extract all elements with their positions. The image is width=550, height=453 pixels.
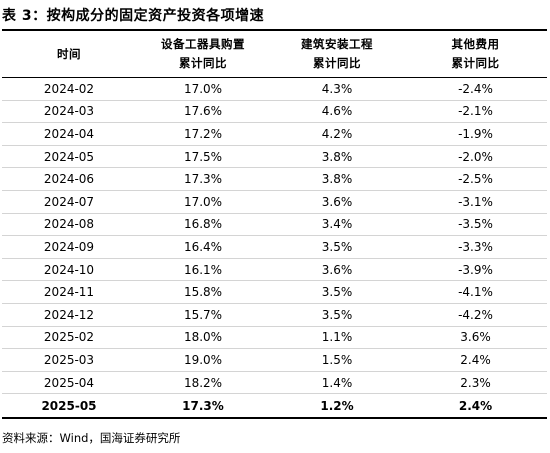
table-row-latest: 2025-05 17.3% 1.2% 2.4% xyxy=(2,394,547,417)
cell-equipment: 17.0% xyxy=(183,81,223,96)
cell-other: -3.9% xyxy=(458,262,493,277)
cell-time: 2024-06 xyxy=(43,172,95,187)
cell-construction: 3.6% xyxy=(321,194,353,209)
cell-construction: 3.6% xyxy=(321,262,353,277)
cell-time: 2025-02 xyxy=(43,330,95,345)
cell-other: 3.6% xyxy=(460,330,491,345)
cell-time: 2025-04 xyxy=(43,375,95,390)
header-time: 时间 xyxy=(57,46,81,61)
table-row: 2025-04 18.2% 1.4% 2.3% xyxy=(2,372,547,395)
cell-equipment: 16.8% xyxy=(183,217,223,232)
cell-equipment: 15.7% xyxy=(183,307,223,322)
table-row: 2024-07 17.0% 3.6% -3.1% xyxy=(2,191,547,214)
cell-construction: 3.4% xyxy=(321,217,353,232)
cell-equipment: 17.2% xyxy=(183,126,223,141)
table-row: 2024-08 16.8% 3.4% -3.5% xyxy=(2,214,547,237)
cell-construction: 4.2% xyxy=(321,126,353,141)
cell-equipment: 18.2% xyxy=(183,375,223,390)
table-row: 2024-06 17.3% 3.8% -2.5% xyxy=(2,168,547,191)
cell-other: -2.4% xyxy=(458,81,493,96)
cell-time: 2024-05 xyxy=(43,149,95,164)
table-row: 2024-12 15.7% 3.5% -4.2% xyxy=(2,304,547,327)
cell-other: -3.5% xyxy=(458,217,493,232)
cell-construction: 1.5% xyxy=(321,352,353,367)
table-title: 表 3：按构成分的固定资产投资各项增速 xyxy=(2,8,265,24)
cell-construction: 1.4% xyxy=(321,375,353,390)
cell-time: 2024-10 xyxy=(43,262,95,277)
cell-other: -2.0% xyxy=(458,149,493,164)
cell-construction: 1.1% xyxy=(321,330,353,345)
cell-other: -1.9% xyxy=(458,126,493,141)
table-header-row: 时间 设备工器具购置 累计同比 建筑安装工程 累计同比 其他费用 累计同比 xyxy=(2,31,547,78)
header-other: 其他费用 累计同比 xyxy=(451,37,500,70)
cell-equipment: 16.1% xyxy=(183,262,223,277)
table-row: 2024-09 16.4% 3.5% -3.3% xyxy=(2,236,547,259)
cell-construction: 4.3% xyxy=(321,81,353,96)
table-row: 2024-04 17.2% 4.2% -1.9% xyxy=(2,123,547,146)
cell-time: 2024-12 xyxy=(43,307,95,322)
table-row: 2025-03 19.0% 1.5% 2.4% xyxy=(2,349,547,372)
cell-other: 2.4% xyxy=(458,398,493,413)
cell-construction: 1.2% xyxy=(320,398,354,413)
cell-other: -3.3% xyxy=(458,239,493,254)
cell-equipment: 18.0% xyxy=(183,330,223,345)
cell-other: 2.3% xyxy=(460,375,491,390)
cell-time: 2024-04 xyxy=(43,126,95,141)
cell-other: -4.2% xyxy=(458,307,493,322)
cell-time: 2024-03 xyxy=(43,104,95,119)
cell-equipment: 19.0% xyxy=(183,352,223,367)
cell-construction: 3.5% xyxy=(321,239,353,254)
cell-time: 2024-07 xyxy=(43,194,95,209)
table-row: 2024-02 17.0% 4.3% -2.4% xyxy=(2,78,547,101)
source-note: 资料来源：Wind，国海证券研究所 xyxy=(2,431,181,445)
cell-equipment: 17.5% xyxy=(183,149,223,164)
cell-equipment: 17.6% xyxy=(183,104,223,119)
data-table: 时间 设备工器具购置 累计同比 建筑安装工程 累计同比 其他费用 累计同比 20… xyxy=(2,29,547,419)
cell-other: -2.1% xyxy=(458,104,493,119)
cell-construction: 3.5% xyxy=(321,307,353,322)
table-row: 2024-05 17.5% 3.8% -2.0% xyxy=(2,146,547,169)
cell-equipment: 17.3% xyxy=(182,398,224,413)
table-row: 2024-10 16.1% 3.6% -3.9% xyxy=(2,259,547,282)
cell-time: 2024-08 xyxy=(43,217,95,232)
cell-other: -3.1% xyxy=(458,194,493,209)
cell-equipment: 15.8% xyxy=(183,285,223,300)
cell-construction: 3.5% xyxy=(321,285,353,300)
cell-time: 2025-03 xyxy=(43,352,95,367)
table-row: 2025-02 18.0% 1.1% 3.6% xyxy=(2,327,547,350)
cell-construction: 3.8% xyxy=(321,149,353,164)
cell-equipment: 16.4% xyxy=(183,239,223,254)
cell-other: 2.4% xyxy=(460,352,491,367)
header-construction: 建筑安装工程 累计同比 xyxy=(301,37,373,70)
cell-time: 2024-11 xyxy=(43,285,95,300)
cell-equipment: 17.0% xyxy=(183,194,223,209)
cell-other: -2.5% xyxy=(458,172,493,187)
cell-time: 2024-02 xyxy=(43,81,95,96)
header-equipment: 设备工器具购置 累计同比 xyxy=(161,37,245,70)
cell-other: -4.1% xyxy=(458,285,493,300)
cell-time: 2025-05 xyxy=(41,398,97,413)
cell-construction: 3.8% xyxy=(321,172,353,187)
table-row: 2024-03 17.6% 4.6% -2.1% xyxy=(2,101,547,124)
table-row: 2024-11 15.8% 3.5% -4.1% xyxy=(2,281,547,304)
cell-construction: 4.6% xyxy=(321,104,353,119)
cell-time: 2024-09 xyxy=(43,239,95,254)
cell-equipment: 17.3% xyxy=(183,172,223,187)
